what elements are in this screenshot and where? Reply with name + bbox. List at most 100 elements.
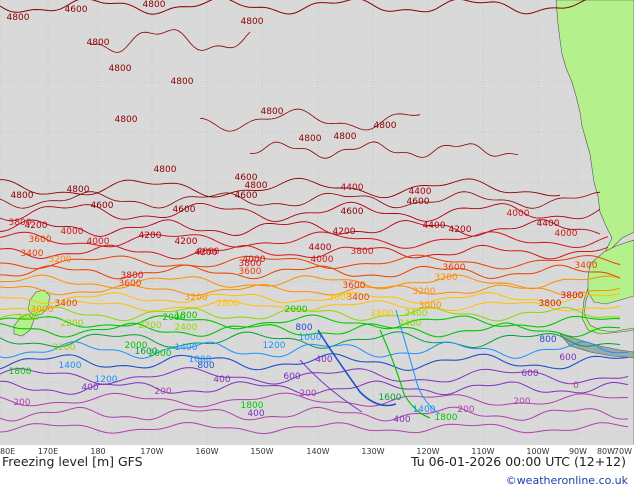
longitude-tick-label: 80W xyxy=(596,447,616,456)
contour-label: 4200 xyxy=(333,227,356,237)
longitude-tick-label: 150W xyxy=(250,447,274,456)
contour-label: 2400 xyxy=(399,319,422,329)
contour-line xyxy=(0,244,609,260)
contour-line xyxy=(379,329,431,419)
contour-line xyxy=(89,29,251,53)
freezing-level-map[interactable]: 4600 4800 4800 4800 4800 4800 4800 4800 4800 4800… xyxy=(0,0,634,445)
contour-label: 3400 xyxy=(55,299,78,309)
contour-label: 4600 xyxy=(91,201,114,211)
contour-label: 3800 xyxy=(539,299,562,309)
contour-label: 3600 xyxy=(239,267,262,277)
contour-label: 4800 xyxy=(245,181,268,191)
contour-label: 4000 xyxy=(311,255,334,265)
contour-label: 2000 xyxy=(149,349,172,359)
contour-label: 600 xyxy=(559,353,576,363)
contour-label: 2200 xyxy=(53,343,76,353)
contour-label: 3400 xyxy=(21,249,44,259)
contour-label: 1800 xyxy=(9,367,32,377)
contour-label: 800 xyxy=(197,361,214,371)
contour-label: 4000 xyxy=(555,229,578,239)
longitude-tick-label: 80E xyxy=(0,447,16,456)
contour-label: 600 xyxy=(283,372,300,382)
contour-label: 4800 xyxy=(334,132,357,142)
contour-label: 3600 xyxy=(343,281,366,291)
contour-label: 400 xyxy=(315,355,332,365)
contour-line xyxy=(299,359,363,413)
contour-label: 3000 xyxy=(419,301,442,311)
contour-label: 4200 xyxy=(195,248,218,258)
contour-line xyxy=(0,264,621,280)
contour-label: 3600 xyxy=(29,235,52,245)
contour-label: 4800 xyxy=(87,38,110,48)
contour-line xyxy=(0,306,621,322)
contour-line xyxy=(0,177,561,199)
contour-label: 2800 xyxy=(329,293,352,303)
contour-label: 4600 xyxy=(65,5,88,15)
contour-label: 2000 xyxy=(163,313,186,323)
contour-label: 1600 xyxy=(135,347,158,357)
contour-line xyxy=(0,254,621,270)
freezing-level-contours xyxy=(0,0,629,435)
contour-label: 400 xyxy=(213,375,230,385)
contour-label: 2000 xyxy=(285,305,308,315)
contour-labels: 4600 480048004800480048004800480048004800… xyxy=(7,0,598,425)
contour-label: 3400 xyxy=(575,261,598,271)
contour-label: 4000 xyxy=(507,209,530,219)
contour-label: 0 xyxy=(573,381,579,391)
contour-label: 3200 xyxy=(185,293,208,303)
south-america-tip-land xyxy=(587,239,634,305)
contour-label: 4800 xyxy=(7,13,30,23)
contour-line xyxy=(0,341,629,359)
contour-line xyxy=(0,0,587,15)
contour-label: 2000 xyxy=(125,341,148,351)
longitude-tick-label: 170W xyxy=(140,447,164,456)
contour-label: 4400 xyxy=(341,183,364,193)
contour-label: 4400 xyxy=(423,221,446,231)
contour-label: 4600 xyxy=(407,197,430,207)
contour-label: 400 xyxy=(393,415,410,425)
longitude-tick-label: 160W xyxy=(195,447,219,456)
contour-label: 2800 xyxy=(371,309,394,319)
contour-label: 2400 xyxy=(175,323,198,333)
contour-label: 4600 xyxy=(173,205,196,215)
contour-label: 4400 xyxy=(537,219,560,229)
contour-label: 3600 xyxy=(119,279,142,289)
contour-label: 200 xyxy=(457,405,474,415)
contour-label: 1800 xyxy=(175,311,198,321)
contour-label: 3000 xyxy=(31,305,54,315)
contour-line xyxy=(0,219,601,237)
contour-label: 1800 xyxy=(435,413,458,423)
contour-label: 2200 xyxy=(139,321,162,331)
longitude-tick-label: 170E xyxy=(37,447,59,456)
contour-label: 4800 xyxy=(171,77,194,87)
contour-label: 4400 xyxy=(309,243,332,253)
contour-label: 3200 xyxy=(413,287,436,297)
contour-label: 4000 xyxy=(197,247,220,257)
contour-line xyxy=(0,331,621,349)
contour-label: 4800 xyxy=(143,0,166,10)
contour-line xyxy=(199,108,421,132)
contour-label: 4200 xyxy=(25,221,48,231)
contour-label: 200 xyxy=(154,387,171,397)
contour-label: 4000 xyxy=(243,255,266,265)
contour-label: 4800 xyxy=(67,185,90,195)
contour-label: 3400 xyxy=(347,293,370,303)
contour-label: 200 xyxy=(299,389,316,399)
contour-label: 4000 xyxy=(61,227,84,237)
contour-label: 3800 xyxy=(121,271,144,281)
contour-label: 3600 xyxy=(443,263,466,273)
contour-label: 3200 xyxy=(435,273,458,283)
contour-line xyxy=(0,421,629,435)
map-canvas: 4600 480048004800480048004800480048004800… xyxy=(0,0,634,445)
contour-line xyxy=(0,392,629,408)
contour-label: 1400 xyxy=(413,405,436,415)
contour-label: 1000 xyxy=(189,355,212,365)
credit-link[interactable]: ©weatheronline.co.uk xyxy=(505,474,628,487)
contour-label: 400 xyxy=(247,409,264,419)
longitude-tick-label: 130W xyxy=(361,447,385,456)
contour-label: 200 xyxy=(513,397,530,407)
contour-label: 4600 xyxy=(235,173,258,183)
contour-line xyxy=(0,274,621,290)
contour-line xyxy=(317,329,397,407)
